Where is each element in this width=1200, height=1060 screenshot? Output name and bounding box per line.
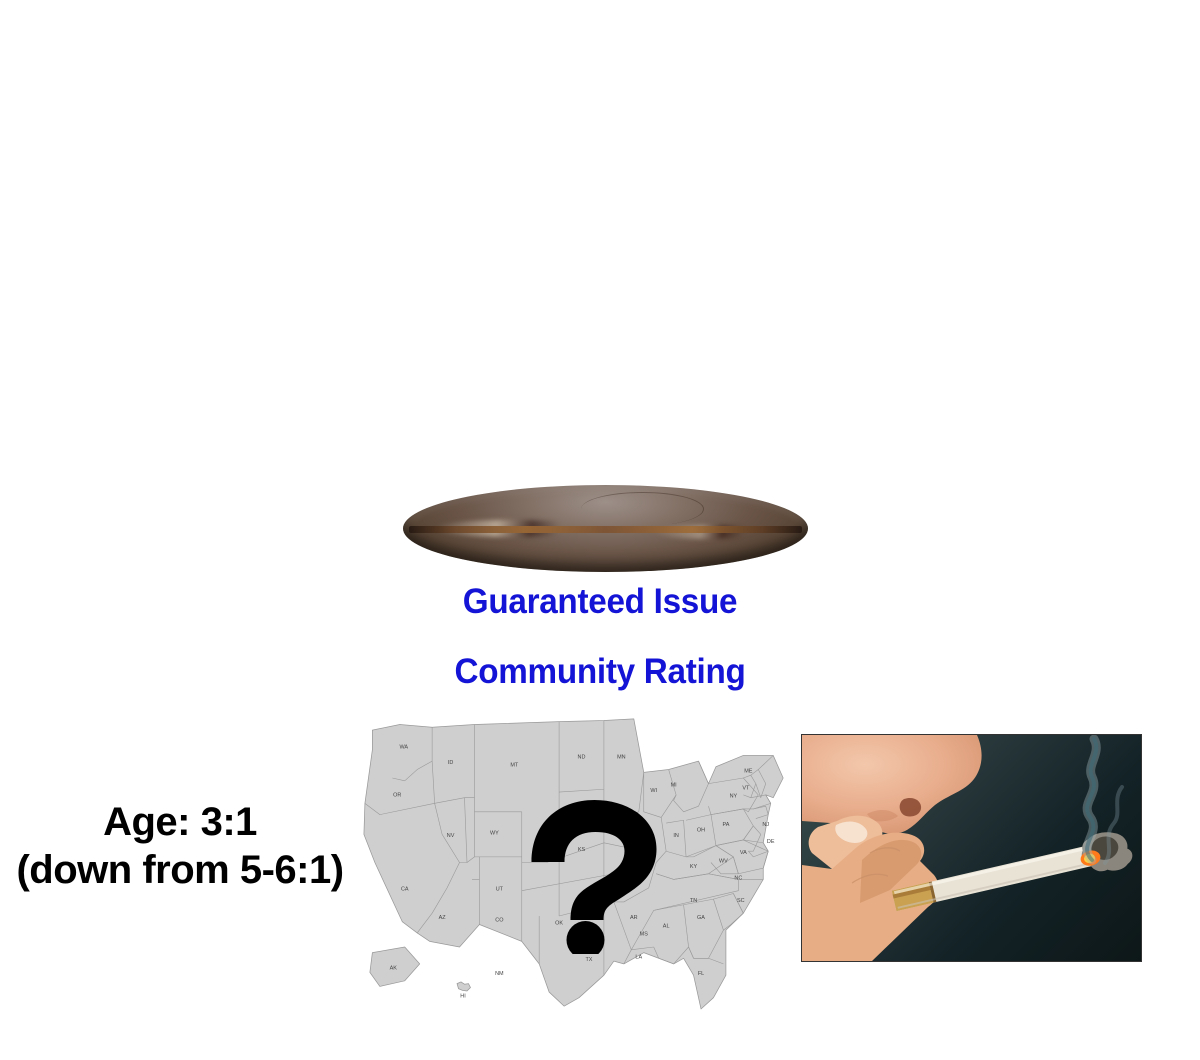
svg-text:WI: WI <box>650 788 657 794</box>
svg-text:NC: NC <box>734 875 742 881</box>
svg-text:WA: WA <box>399 745 408 751</box>
svg-text:CA: CA <box>401 887 409 893</box>
svg-text:DE: DE <box>767 839 775 845</box>
svg-text:LA: LA <box>635 954 642 960</box>
svg-text:ME: ME <box>744 768 753 774</box>
svg-text:OR: OR <box>393 793 401 799</box>
svg-text:VT: VT <box>742 785 750 791</box>
svg-text:HI: HI <box>460 994 466 1000</box>
svg-text:VA: VA <box>740 850 747 856</box>
svg-text:FL: FL <box>698 971 704 977</box>
svg-text:UT: UT <box>496 887 504 893</box>
svg-text:WV: WV <box>719 859 728 865</box>
svg-text:MI: MI <box>671 782 678 788</box>
svg-text:KY: KY <box>690 864 698 870</box>
svg-text:NJ: NJ <box>762 822 769 828</box>
svg-text:WY: WY <box>490 830 499 836</box>
svg-text:TN: TN <box>690 898 697 904</box>
svg-text:AZ: AZ <box>439 915 447 921</box>
svg-text:AK: AK <box>390 966 398 972</box>
svg-text:SC: SC <box>737 898 745 904</box>
svg-text:TX: TX <box>585 957 592 963</box>
svg-text:MN: MN <box>617 754 626 760</box>
svg-text:GA: GA <box>697 915 705 921</box>
svg-text:NY: NY <box>730 794 738 800</box>
svg-text:NM: NM <box>495 971 504 977</box>
svg-text:OH: OH <box>697 828 705 834</box>
svg-text:NV: NV <box>447 833 455 839</box>
svg-text:ND: ND <box>578 754 586 760</box>
svg-text:CO: CO <box>495 918 503 924</box>
svg-text:PA: PA <box>722 822 729 828</box>
svg-text:ID: ID <box>448 760 454 766</box>
svg-text:IN: IN <box>673 833 679 839</box>
svg-text:MT: MT <box>510 763 519 769</box>
